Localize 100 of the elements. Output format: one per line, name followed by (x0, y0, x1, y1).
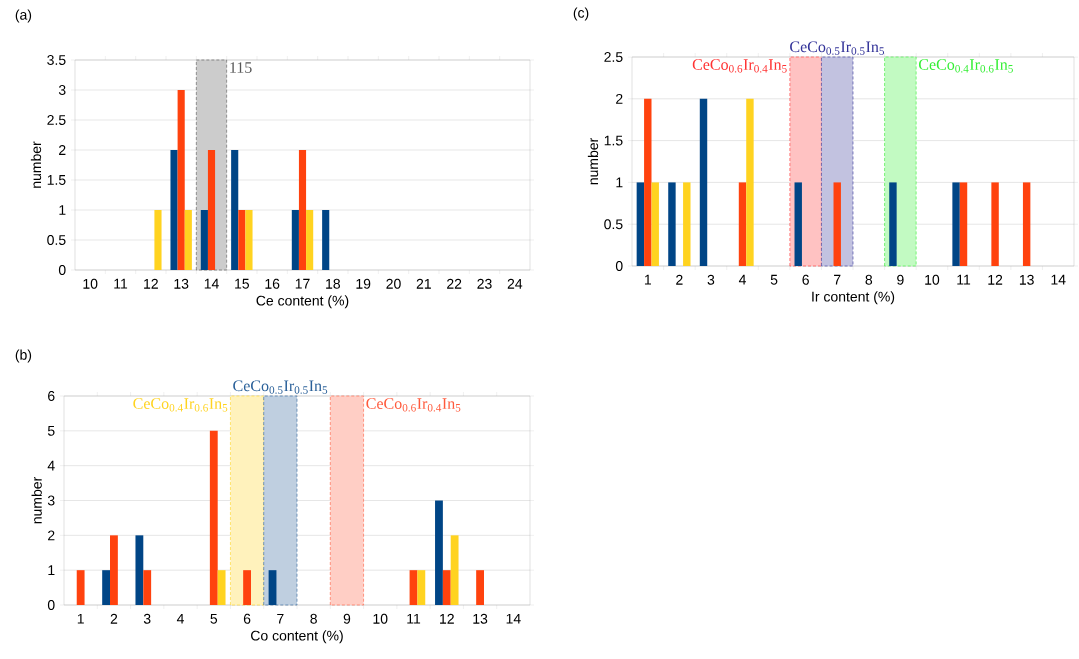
x-tick-label: 14 (506, 613, 521, 624)
bar (200, 210, 208, 270)
bar (76, 570, 85, 606)
y-tick-label: 1.5 (604, 135, 623, 146)
band-label: CeCo$_{0.4}$Ir$_{0.6}$In$_{5}$ (919, 59, 1013, 73)
y-tick-label: 1 (48, 565, 55, 575)
x-tick-label: 9 (897, 274, 904, 285)
x-tick-label: 10 (373, 613, 388, 624)
bar (135, 535, 144, 606)
x-tick-label: 1 (644, 274, 651, 285)
x-tick-label: 6 (802, 274, 809, 285)
x-tick-label: 14 (204, 278, 219, 289)
x-tick-label: 3 (707, 274, 715, 285)
x-tick-label: 19 (356, 278, 371, 289)
x-tick-label: 13 (1019, 274, 1034, 285)
band-label: CeCo$_{0.5}$Ir$_{0.5}$In$_{5}$ (233, 380, 328, 394)
x-tick-label: 17 (295, 278, 310, 289)
y-tick-label: 2 (616, 93, 623, 104)
band-label: CeCo$_{0.6}$Ir$_{0.4}$In$_{5}$ (366, 398, 461, 412)
y-tick-label: 4 (47, 460, 55, 471)
x-tick-label: 2 (676, 274, 683, 285)
bar (476, 570, 484, 606)
bar (209, 430, 218, 606)
bar (207, 150, 216, 270)
x-tick-label: 13 (174, 278, 189, 289)
x-tick-label: 8 (865, 274, 873, 285)
bar (322, 210, 330, 270)
bar (291, 210, 299, 270)
x-tick-label: 7 (277, 613, 284, 624)
y-tick-label: 3 (58, 85, 66, 95)
bar (306, 210, 314, 270)
y-tick-label: 2 (48, 530, 55, 541)
band-label: 115 (230, 62, 252, 73)
bar (170, 150, 178, 270)
band-label: CeCo$_{0.6}$Ir$_{0.4}$In$_{5}$ (692, 59, 787, 73)
y-tick-label: 3 (47, 495, 55, 506)
x-tick-label: 12 (144, 278, 158, 289)
bar (450, 535, 459, 606)
x-tick-label: 11 (957, 274, 971, 285)
x-tick-label: 16 (265, 278, 280, 289)
x-tick-label: 1 (77, 613, 84, 624)
bar (268, 570, 277, 606)
bar (442, 570, 451, 606)
x-tick-label: 11 (114, 278, 128, 289)
x-tick-label: 7 (834, 274, 841, 285)
bar (154, 210, 162, 270)
bar (110, 535, 118, 606)
x-tick-label: 5 (210, 613, 218, 624)
x-axis-title: Ce content (%) (256, 295, 349, 309)
y-tick-label: 2.5 (47, 115, 66, 125)
x-tick-label: 20 (386, 278, 401, 289)
bar (243, 570, 251, 606)
y-tick-label: 6 (48, 391, 55, 401)
y-tick-label: 3.5 (47, 55, 66, 65)
y-axis-title: number (30, 141, 42, 188)
x-tick-label: 8 (310, 613, 317, 624)
x-tick-label: 10 (83, 278, 98, 289)
y-tick-label: 0 (58, 265, 66, 275)
x-tick-label: 22 (447, 278, 462, 289)
x-axis-title: Ir content (%) (812, 291, 895, 305)
y-tick-label: 0.5 (47, 235, 66, 245)
x-tick-label: 13 (473, 613, 488, 624)
y-tick-label: 1 (59, 205, 66, 215)
x-tick-label: 10 (925, 274, 940, 285)
bar (184, 210, 192, 270)
x-tick-label: 6 (243, 613, 251, 624)
bar (231, 150, 239, 270)
y-tick-label: 2.5 (604, 52, 623, 62)
bar (143, 570, 152, 606)
bar (245, 210, 253, 270)
x-tick-label: 24 (507, 278, 523, 289)
y-tick-label: 0.5 (604, 219, 623, 230)
x-tick-label: 4 (738, 274, 746, 285)
y-tick-label: 1.5 (47, 175, 66, 185)
x-tick-label: 14 (1051, 274, 1066, 285)
bar (409, 570, 418, 606)
y-tick-label: 0 (615, 261, 623, 271)
y-axis-title: number (587, 138, 599, 185)
x-tick-label: 3 (143, 613, 151, 624)
x-tick-label: 5 (770, 274, 778, 285)
bar (177, 90, 185, 270)
x-tick-label: 11 (407, 613, 421, 624)
y-tick-label: 2 (59, 145, 66, 155)
bar (102, 570, 111, 606)
chart-title: (c) (573, 7, 589, 21)
x-tick-label: 21 (416, 278, 431, 289)
y-axis-title: number (31, 477, 42, 524)
x-axis-title: Co content (%) (251, 630, 343, 644)
x-tick-label: 12 (988, 274, 1003, 285)
y-tick-label: 5 (47, 425, 55, 436)
x-tick-label: 15 (235, 278, 250, 289)
x-tick-label: 2 (110, 613, 118, 624)
bar (417, 570, 426, 606)
y-tick-label: 1 (616, 177, 623, 188)
bar (435, 500, 443, 606)
band-label: CeCo$_{0.4}$Ir$_{0.6}$In$_{5}$ (133, 398, 228, 412)
x-tick-label: 9 (343, 613, 351, 624)
x-tick-label: 18 (326, 278, 341, 289)
chart-title: (b) (15, 349, 32, 363)
y-tick-label: 0 (47, 600, 55, 610)
